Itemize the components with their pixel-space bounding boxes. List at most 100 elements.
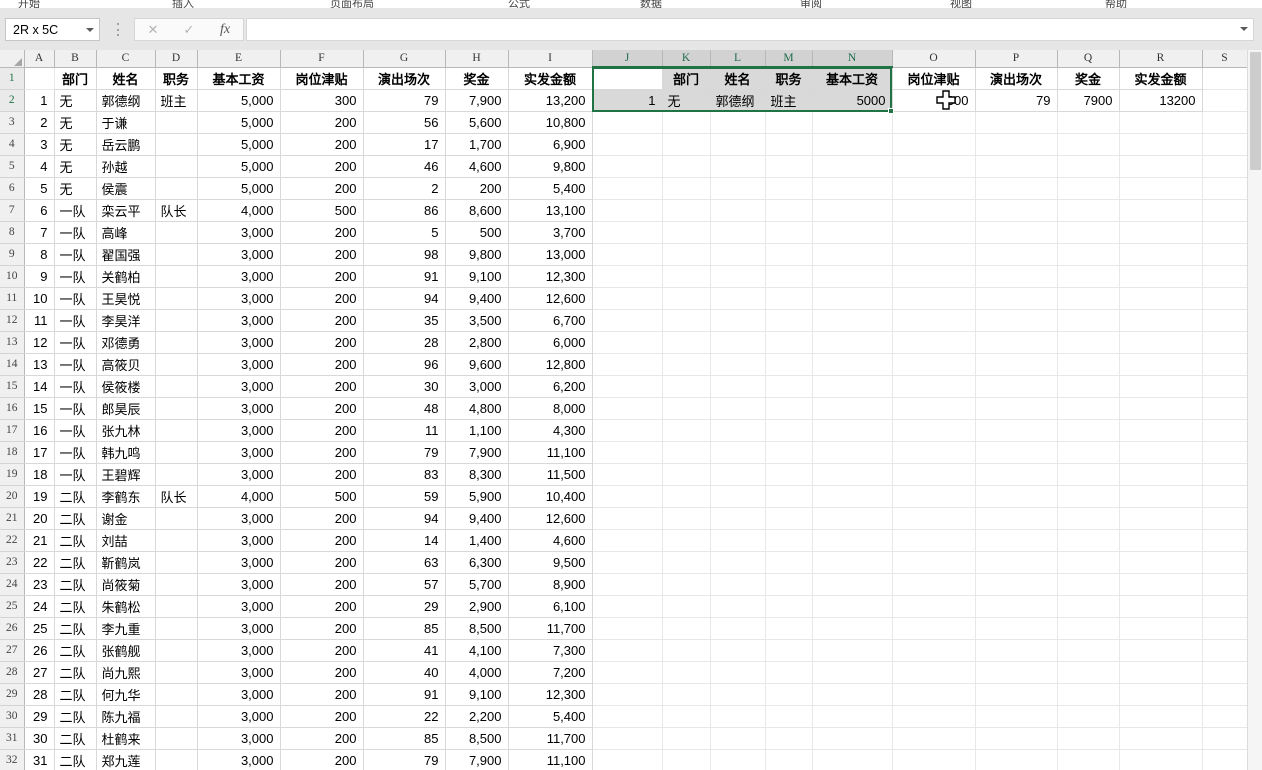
cell-f14[interactable]: 200 (280, 353, 364, 376)
cell-s32[interactable] (1202, 749, 1248, 770)
cell-e10[interactable]: 3,000 (197, 265, 281, 288)
cell-i1[interactable]: 实发金额 (508, 67, 593, 90)
cell-h28[interactable]: 4,000 (445, 661, 509, 684)
cell-a22[interactable]: 21 (24, 529, 55, 552)
cell-f18[interactable]: 200 (280, 441, 364, 464)
cell-r21[interactable] (1119, 507, 1203, 530)
cell-j21[interactable] (592, 507, 663, 530)
cell-l27[interactable] (710, 639, 766, 662)
cell-r4[interactable] (1119, 133, 1203, 156)
cell-r1[interactable]: 实发金额 (1119, 67, 1203, 90)
cell-d26[interactable] (155, 617, 198, 640)
cell-j15[interactable] (592, 375, 663, 398)
cell-m2[interactable]: 班主 (765, 89, 813, 112)
cell-h26[interactable]: 8,500 (445, 617, 509, 640)
cell-q24[interactable] (1057, 573, 1120, 596)
cell-f13[interactable]: 200 (280, 331, 364, 354)
cell-p25[interactable] (975, 595, 1058, 618)
cell-c31[interactable]: 杜鹤来 (96, 727, 156, 750)
cell-r28[interactable] (1119, 661, 1203, 684)
cell-i15[interactable]: 6,200 (508, 375, 593, 398)
cell-j25[interactable] (592, 595, 663, 618)
cell-h19[interactable]: 8,300 (445, 463, 509, 486)
cell-l1[interactable]: 姓名 (710, 67, 766, 90)
cell-b12[interactable]: 一队 (54, 309, 97, 332)
cell-l12[interactable] (710, 309, 766, 332)
cell-c32[interactable]: 郑九莲 (96, 749, 156, 770)
row-header-1[interactable]: 1 (0, 67, 25, 90)
cell-n10[interactable] (812, 265, 893, 288)
cell-s2[interactable] (1202, 89, 1248, 112)
cell-h21[interactable]: 9,400 (445, 507, 509, 530)
cell-i21[interactable]: 12,600 (508, 507, 593, 530)
cell-c20[interactable]: 李鹤东 (96, 485, 156, 508)
cell-s11[interactable] (1202, 287, 1248, 310)
cell-b20[interactable]: 二队 (54, 485, 97, 508)
column-header-q[interactable]: Q (1057, 50, 1120, 68)
cell-s21[interactable] (1202, 507, 1248, 530)
cell-j26[interactable] (592, 617, 663, 640)
cell-h15[interactable]: 3,000 (445, 375, 509, 398)
cell-g23[interactable]: 63 (363, 551, 446, 574)
cell-s24[interactable] (1202, 573, 1248, 596)
cell-a11[interactable]: 10 (24, 287, 55, 310)
cell-m5[interactable] (765, 155, 813, 178)
cell-p31[interactable] (975, 727, 1058, 750)
cell-g7[interactable]: 86 (363, 199, 446, 222)
cell-q6[interactable] (1057, 177, 1120, 200)
cell-n23[interactable] (812, 551, 893, 574)
cell-a14[interactable]: 13 (24, 353, 55, 376)
row-header-14[interactable]: 14 (0, 353, 25, 376)
cell-f11[interactable]: 200 (280, 287, 364, 310)
cell-f31[interactable]: 200 (280, 727, 364, 750)
cell-n5[interactable] (812, 155, 893, 178)
cell-k24[interactable] (662, 573, 711, 596)
cell-q3[interactable] (1057, 111, 1120, 134)
cell-h29[interactable]: 9,100 (445, 683, 509, 706)
row-header-19[interactable]: 19 (0, 463, 25, 486)
cell-n6[interactable] (812, 177, 893, 200)
cell-b3[interactable]: 无 (54, 111, 97, 134)
cell-n30[interactable] (812, 705, 893, 728)
cell-s12[interactable] (1202, 309, 1248, 332)
cell-m24[interactable] (765, 573, 813, 596)
column-header-g[interactable]: G (363, 50, 446, 68)
cell-s26[interactable] (1202, 617, 1248, 640)
cell-q32[interactable] (1057, 749, 1120, 770)
cell-h13[interactable]: 2,800 (445, 331, 509, 354)
cell-c4[interactable]: 岳云鹏 (96, 133, 156, 156)
cell-a25[interactable]: 24 (24, 595, 55, 618)
cell-k17[interactable] (662, 419, 711, 442)
column-header-m[interactable]: M (765, 50, 813, 68)
cell-h23[interactable]: 6,300 (445, 551, 509, 574)
cell-n11[interactable] (812, 287, 893, 310)
cell-c24[interactable]: 尚筱菊 (96, 573, 156, 596)
cell-h18[interactable]: 7,900 (445, 441, 509, 464)
cell-s4[interactable] (1202, 133, 1248, 156)
cell-e6[interactable]: 5,000 (197, 177, 281, 200)
cell-c17[interactable]: 张九林 (96, 419, 156, 442)
ribbon-tab-4[interactable]: 数据 (640, 0, 662, 8)
cell-g30[interactable]: 22 (363, 705, 446, 728)
cell-q13[interactable] (1057, 331, 1120, 354)
formula-bar-grip-icon[interactable] (113, 21, 123, 38)
cell-d9[interactable] (155, 243, 198, 266)
cell-o20[interactable] (892, 485, 976, 508)
cell-l26[interactable] (710, 617, 766, 640)
cell-d19[interactable] (155, 463, 198, 486)
cell-h8[interactable]: 500 (445, 221, 509, 244)
cell-n32[interactable] (812, 749, 893, 770)
cell-q16[interactable] (1057, 397, 1120, 420)
row-header-23[interactable]: 23 (0, 551, 25, 574)
cell-m25[interactable] (765, 595, 813, 618)
cell-b11[interactable]: 一队 (54, 287, 97, 310)
cell-j16[interactable] (592, 397, 663, 420)
cell-f5[interactable]: 200 (280, 155, 364, 178)
cell-m11[interactable] (765, 287, 813, 310)
column-header-c[interactable]: C (96, 50, 156, 68)
cell-m6[interactable] (765, 177, 813, 200)
cell-l3[interactable] (710, 111, 766, 134)
cell-q15[interactable] (1057, 375, 1120, 398)
cell-b28[interactable]: 二队 (54, 661, 97, 684)
cell-m23[interactable] (765, 551, 813, 574)
